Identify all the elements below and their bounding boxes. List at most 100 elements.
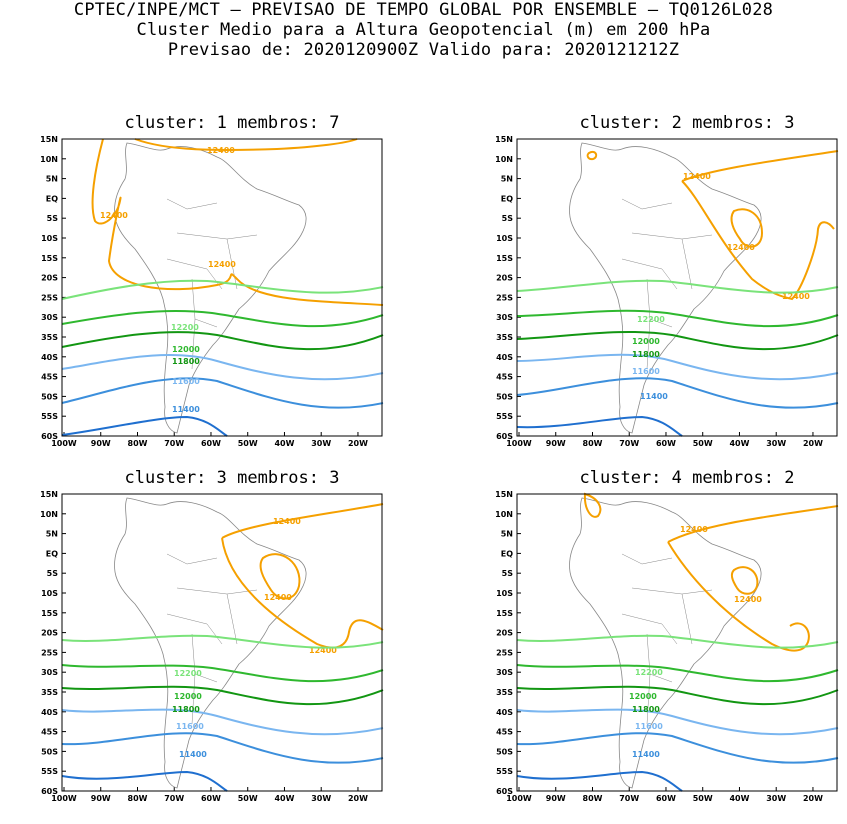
country-borders [166,198,258,370]
lat-tick-label: 40S [496,353,513,362]
lon-tick-label: 90W [91,439,111,448]
lat-tick-label: 55S [41,767,58,776]
lat-tick-label: 15N [40,135,58,144]
lon-tick-label: 30W [311,794,331,803]
contour-12400-ring [586,150,598,161]
lon-tick-label: 50W [693,439,713,448]
lon-tick-label: 80W [583,439,603,448]
contour-12400-main [681,150,839,301]
lat-tick-label: 20S [41,274,58,283]
lon-tick-label: 40W [729,439,749,448]
lat-tick-label: 5N [501,175,513,184]
contour-11200 [516,415,683,437]
contour-11600 [61,708,384,736]
contour-12000 [516,664,839,683]
lat-tick-label: 50S [41,747,58,756]
lon-tick-label: 60W [201,794,221,803]
contour-12000 [61,309,384,328]
contour-label-12200: 12200 [174,669,202,678]
lat-tick-label: 5N [501,530,513,539]
lat-tick-label: 60S [496,787,513,796]
contour-12400-north [91,138,384,306]
contour-11800 [516,685,839,706]
cluster-panel-1: cluster: 1 membros: 7 15N 10N 5N EQ 5S 10S 15S… [17,113,417,453]
contour-label-12400a: 12400 [207,146,235,155]
contour-11200 [61,415,228,437]
lat-tick-label: 60S [41,432,58,441]
contour-11800 [61,685,384,706]
contours-12400: 12400 12400 12400 [586,150,839,301]
map-frame [516,138,838,437]
contour-label-12400a: 12400 [273,517,301,526]
contour-lines [516,279,839,437]
lon-tick-label: 40W [729,794,749,803]
lat-tick-label: 35S [496,688,513,697]
lat-tick-label: 25S [41,293,58,302]
lat-tick-label: 30S [41,668,58,677]
contour-12200 [61,634,384,649]
contour-label-12400b: 12400 [727,243,755,252]
country-borders [621,198,713,370]
lon-tick-label: 100W [506,439,532,448]
lat-tick-label: 5S [502,214,514,223]
lat-tick-label: 25S [496,648,513,657]
lat-tick-label: 10S [496,234,513,243]
lat-tick-label: 20S [41,629,58,638]
lon-tick-label: 30W [311,439,331,448]
contours-12400: 12400 12400 12400 [221,503,384,655]
contour-label-12000: 12000 [629,692,657,701]
lat-tick-label: 45S [496,373,513,382]
lat-tick-label: 35S [41,333,58,342]
lat-axis-labels: 15N 10N 5N EQ 5S 10S 15S 20S 25S 30S 35S 40S 45S 50S 5… [495,135,521,441]
lat-tick-label: 45S [41,728,58,737]
lat-tick-label: 15N [40,490,58,499]
country-borders [621,553,713,725]
lat-tick-label: 5S [47,214,59,223]
lon-tick-label: 80W [128,439,148,448]
contour-label-11600: 11600 [172,377,200,386]
lon-tick-label: 90W [546,439,566,448]
contour-label-12400b: 12400 [734,595,762,604]
contour-label-12400c: 12400 [208,260,236,269]
contour-11400 [61,732,384,764]
contour-label-11800: 11800 [172,705,200,714]
map-plot-3: 15N 10N 5N EQ 5S 10S 15S 20S 25S 30S 35S 40S 45S 50S 5… [40,490,384,803]
lat-tick-label: EQ [46,549,58,558]
lat-tick-label: 55S [41,412,58,421]
contour-label-12400a: 12400 [683,172,711,181]
lat-tick-label: 50S [496,747,513,756]
lon-tick-label: 60W [656,439,676,448]
contour-11400 [516,377,839,409]
lat-tick-label: 20S [496,629,513,638]
contour-label-11800: 11800 [172,357,200,366]
contour-12200 [61,279,384,300]
lat-tick-label: 5S [47,569,59,578]
contour-label-11800: 11800 [632,705,660,714]
lat-tick-label: 25S [41,648,58,657]
contour-12000 [61,664,384,683]
lon-tick-label: 70W [619,794,639,803]
contours-12400: 12400 12400 [583,492,839,652]
lat-axis-labels: 15N 10N 5N EQ 5S 10S 15S 20S 25S 30S 35S 40S 45S 50S 5… [40,490,66,796]
contour-label-12000: 12000 [632,337,660,346]
lat-tick-label: 20S [496,274,513,283]
lon-tick-label: 40W [274,439,294,448]
lon-tick-label: 80W [583,794,603,803]
lat-tick-label: 40S [41,708,58,717]
lat-tick-label: EQ [46,194,58,203]
contour-12400-top [134,138,358,151]
lat-tick-label: 5N [46,175,58,184]
lat-tick-label: 25S [496,293,513,302]
contour-12400-loop [730,208,764,248]
contour-label-12400b: 12400 [264,593,292,602]
lat-tick-label: 60S [496,432,513,441]
map-frame [516,493,838,792]
contour-label-11800: 11800 [632,350,660,359]
lat-tick-label: 55S [496,767,513,776]
lat-tick-label: 30S [41,313,58,322]
lon-axis-labels: 100W 90W 80W 70W 60W 50W 40W 30W 20W [506,787,823,803]
map-plot-1: 15N 10N 5N EQ 5S 10S 15S 20S 25S 30S 35S 40S 45S 50S 5… [40,135,384,448]
contour-label-12400c: 12400 [782,292,810,301]
map-plot-2: 15N 10N 5N EQ 5S 10S 15S 20S 25S 30S 35S 40S 45S 50S 5… [495,135,839,448]
map-plot-4: 15N 10N 5N EQ 5S 10S 15S 20S 25S 30S 35S 40S 45S 50S 5… [495,490,839,803]
